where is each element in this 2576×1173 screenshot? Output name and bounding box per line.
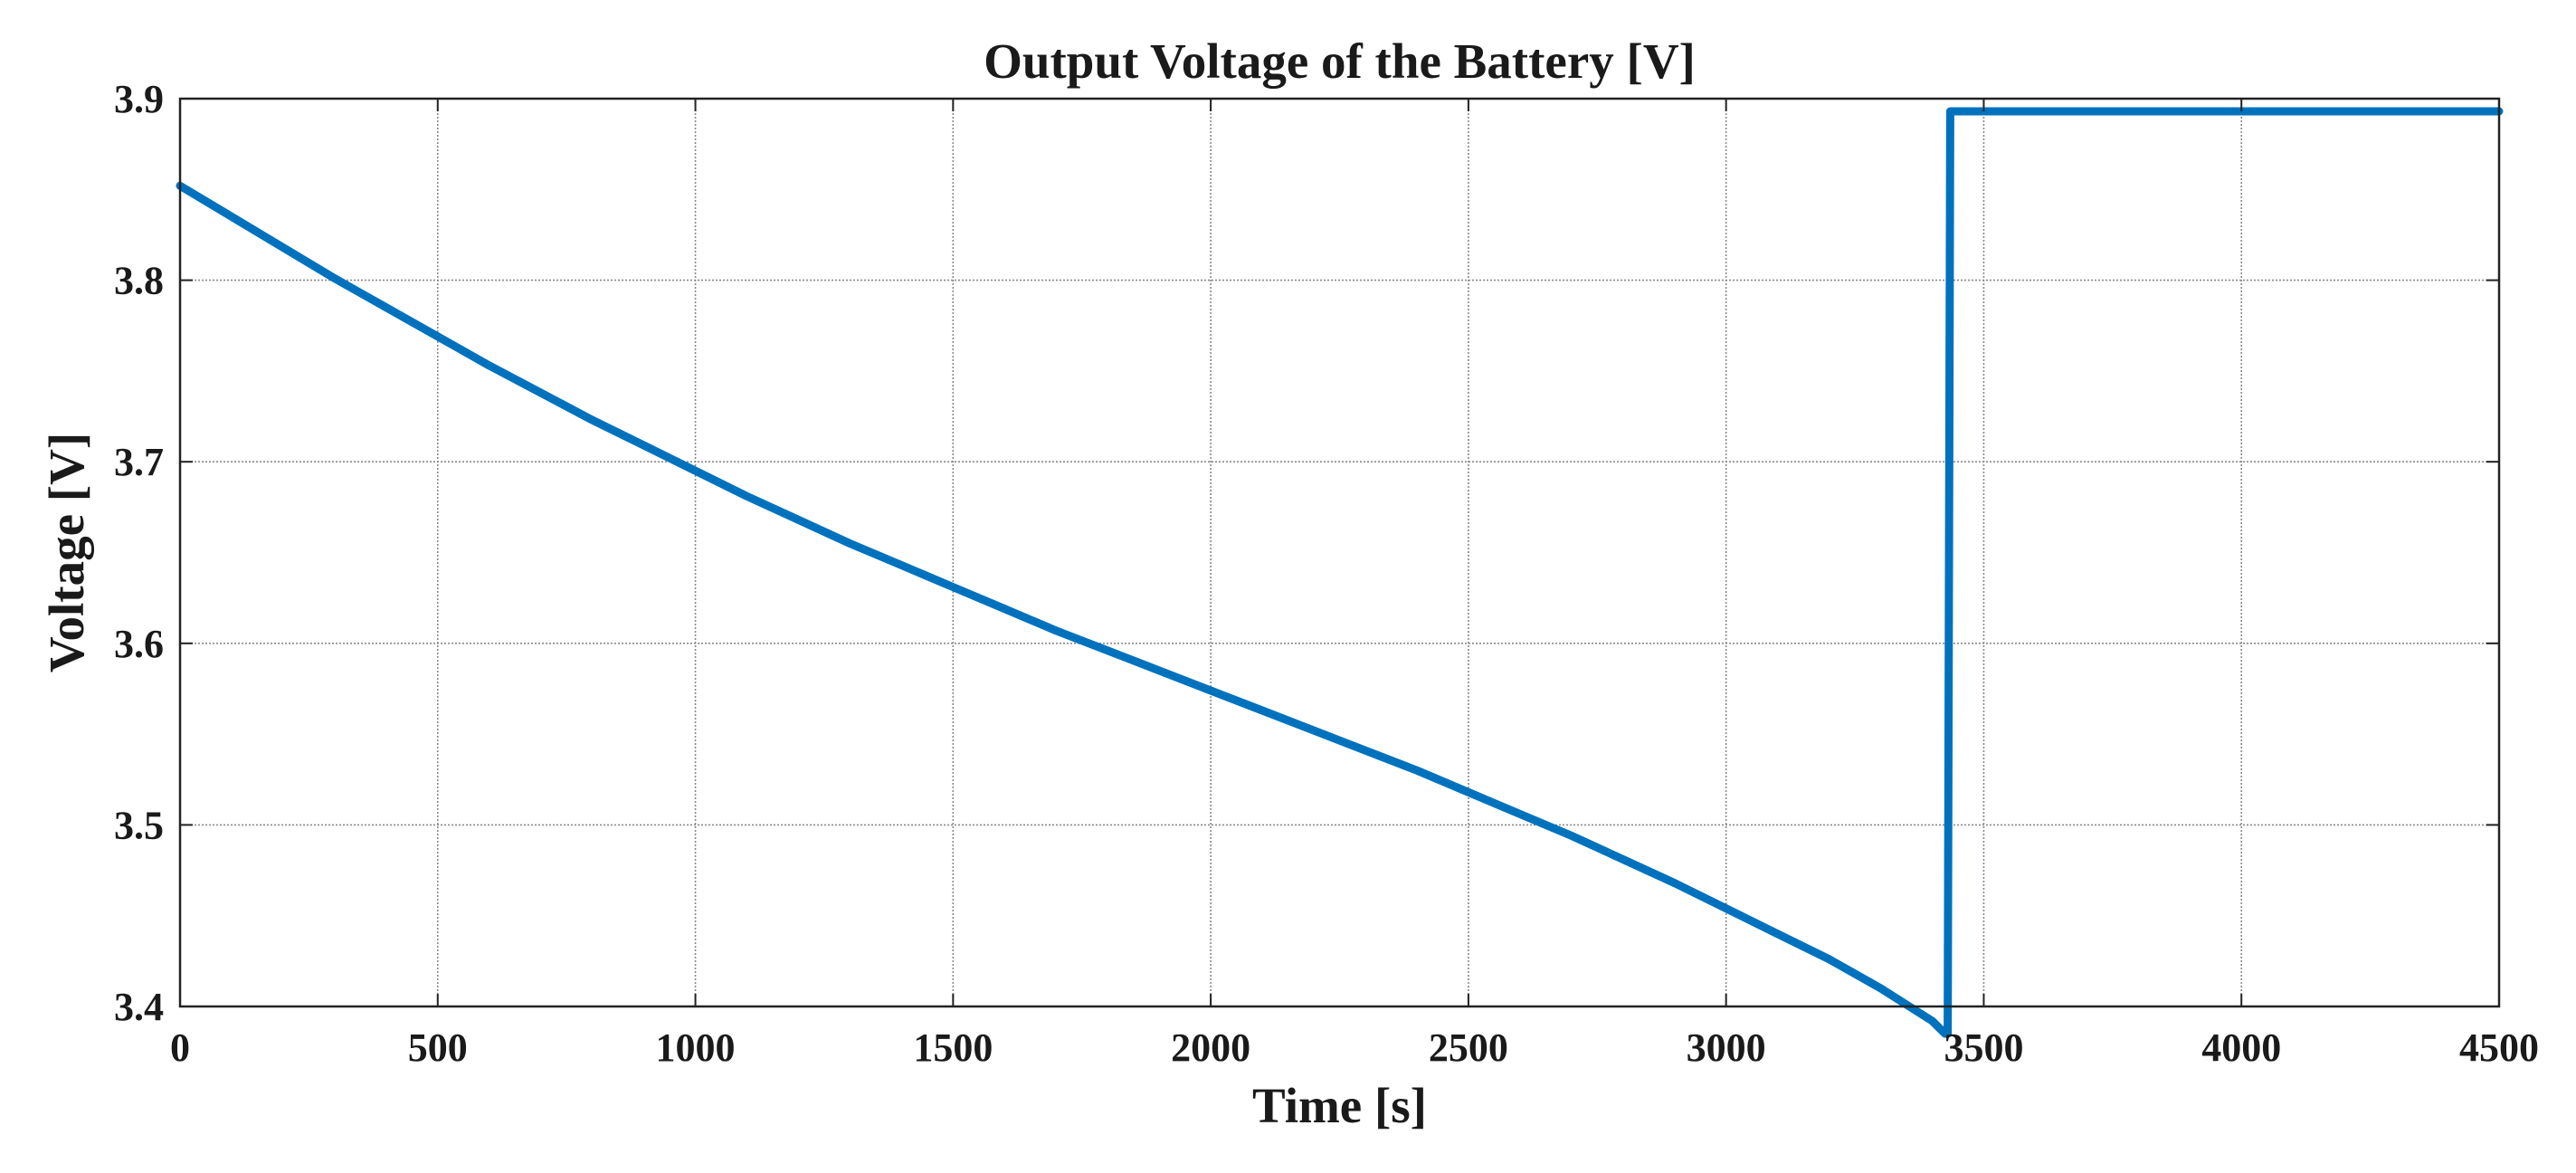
x-tick-label: 2000 [1171, 1025, 1250, 1070]
y-tick-label: 3.9 [114, 77, 164, 121]
x-tick-label: 3000 [1687, 1025, 1766, 1070]
y-tick-label: 3.6 [114, 622, 164, 666]
x-tick-label: 3500 [1944, 1025, 2023, 1070]
chart-title: Output Voltage of the Battery [V] [984, 33, 1696, 89]
y-tick-label: 3.4 [114, 985, 164, 1029]
x-axis-label: Time [s] [1252, 1078, 1427, 1133]
y-tick-label: 3.5 [114, 803, 164, 847]
series-layer [176, 107, 2504, 1038]
x-tick-label: 4500 [2459, 1025, 2539, 1070]
y-axis-label: Voltage [V] [39, 433, 94, 672]
x-tick-label: 1500 [913, 1025, 993, 1070]
x-tick-label: 0 [170, 1025, 190, 1070]
y-tick-label: 3.7 [114, 440, 164, 484]
axis-ticks: 0 500 1000 1500 2000 2500 3000 3500 4000 4500 3.4 3… [114, 77, 2539, 1070]
grid [180, 99, 2499, 1006]
x-tick-label: 4000 [2201, 1025, 2281, 1070]
x-tick-label: 1000 [656, 1025, 736, 1070]
y-tick-label: 3.8 [114, 259, 164, 303]
x-tick-label: 500 [408, 1025, 468, 1070]
plot-area-frame [178, 97, 2501, 1008]
series-line-0 [176, 107, 2504, 1038]
x-tick-label: 2500 [1429, 1025, 1508, 1070]
